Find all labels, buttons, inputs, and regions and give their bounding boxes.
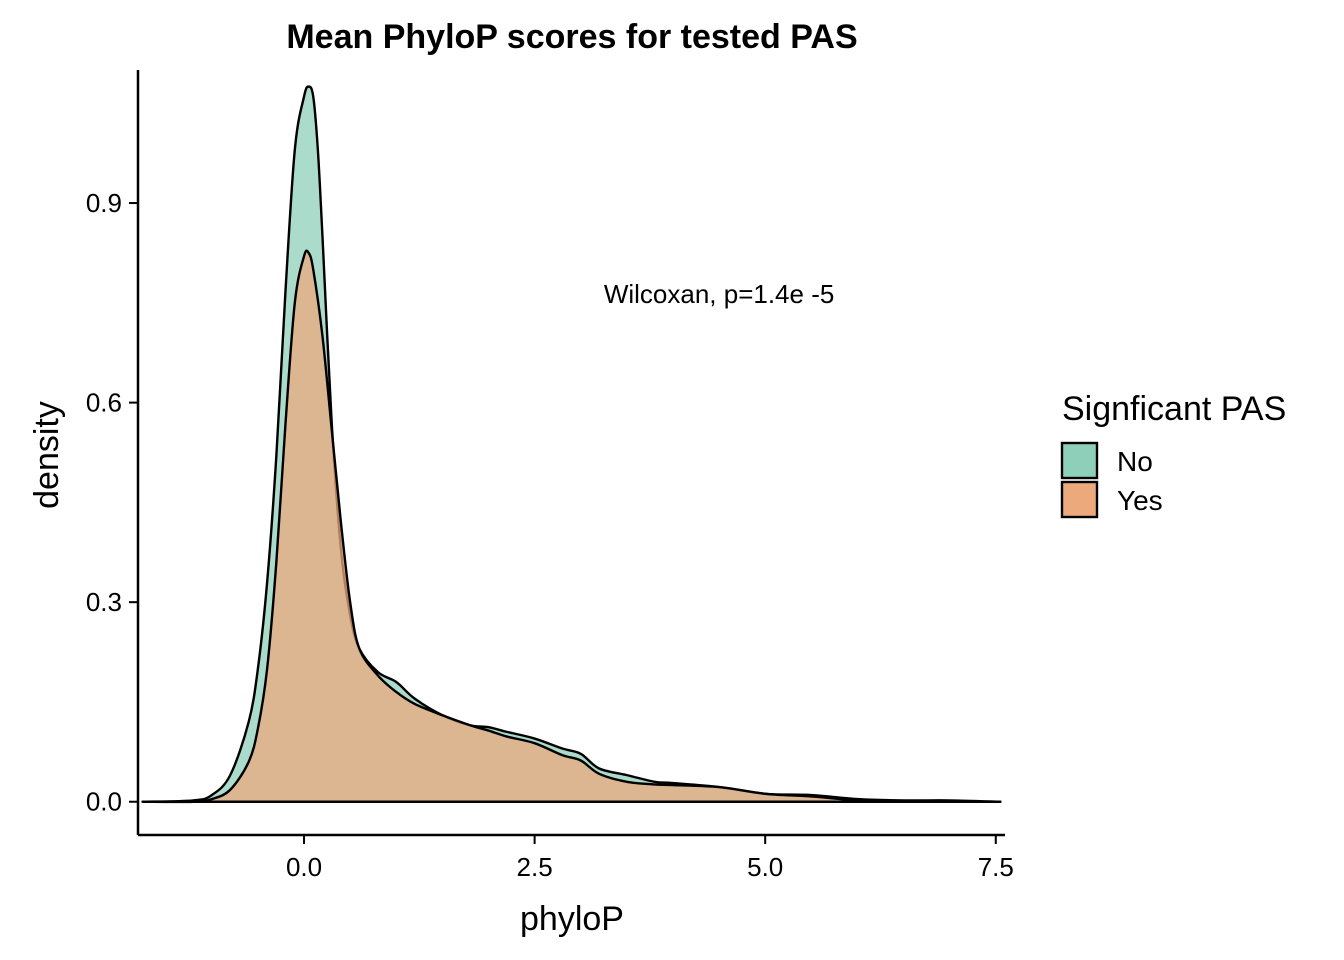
y-tick-label: 0.3 — [86, 587, 122, 617]
plot-area — [141, 85, 1002, 804]
legend-key-no — [1060, 441, 1099, 480]
legend-label-yes: Yes — [1117, 485, 1163, 516]
x-tick-label: 7.5 — [978, 852, 1014, 882]
x-axis-ticks: 0.0 2.5 5.0 7.5 — [286, 835, 1014, 882]
x-tick-label: 0.0 — [286, 852, 322, 882]
wilcoxon-annotation: Wilcoxan, p=1.4e -5 — [604, 279, 835, 309]
x-axis-label: phyloP — [520, 900, 624, 938]
y-tick-label: 0.0 — [86, 787, 122, 817]
density-area-yes — [141, 249, 1002, 804]
y-tick-label: 0.6 — [86, 388, 122, 418]
chart-title: Mean PhyloP scores for tested PAS — [286, 18, 857, 56]
legend-key-yes — [1060, 480, 1099, 519]
density-series — [141, 85, 1002, 804]
y-axis-ticks: 0.0 0.3 0.6 0.9 — [86, 188, 138, 817]
x-tick-label: 2.5 — [517, 852, 553, 882]
legend-title: Signficant PAS — [1062, 390, 1286, 428]
y-tick-label: 0.9 — [86, 188, 122, 218]
legend-label-no: No — [1117, 446, 1153, 477]
y-axis-label: density — [28, 401, 66, 509]
x-tick-label: 5.0 — [747, 852, 783, 882]
legend: Signficant PAS No Yes — [1060, 390, 1286, 519]
